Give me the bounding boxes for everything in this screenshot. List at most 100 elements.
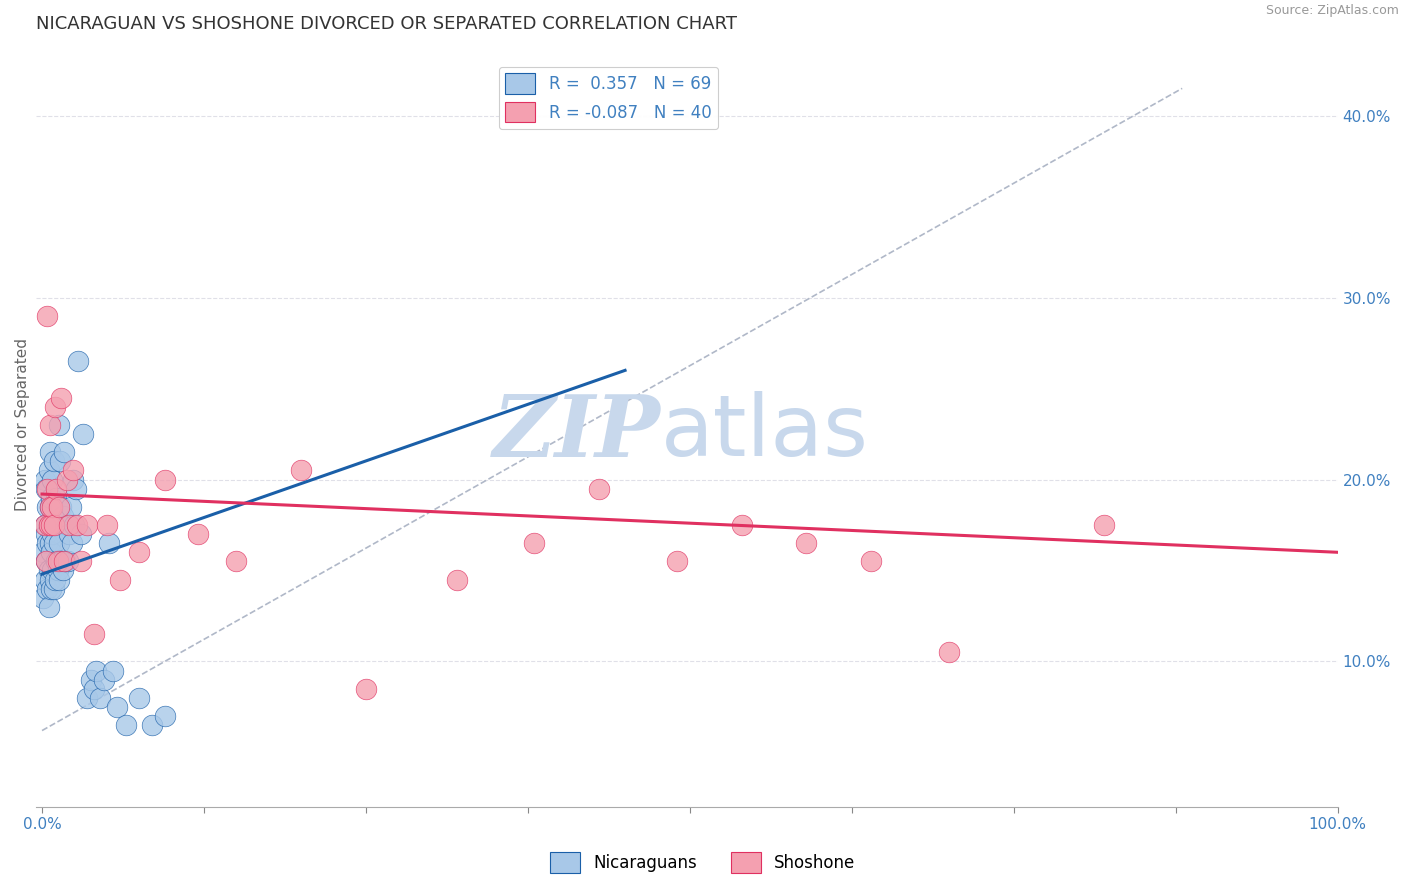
Point bbox=[38, 573, 60, 587]
Point bbox=[48, 500, 70, 514]
Point bbox=[37, 582, 59, 596]
Point bbox=[53, 554, 76, 568]
Point bbox=[48, 536, 70, 550]
Point bbox=[44, 400, 66, 414]
Point bbox=[38, 463, 60, 477]
Point bbox=[44, 518, 66, 533]
Point bbox=[860, 554, 883, 568]
Legend: R =  0.357   N = 69, R = -0.087   N = 40: R = 0.357 N = 69, R = -0.087 N = 40 bbox=[499, 67, 718, 128]
Point bbox=[51, 500, 73, 514]
Point bbox=[1094, 518, 1116, 533]
Text: NICARAGUAN VS SHOSHONE DIVORCED OR SEPARATED CORRELATION CHART: NICARAGUAN VS SHOSHONE DIVORCED OR SEPAR… bbox=[35, 15, 737, 33]
Point bbox=[42, 582, 65, 596]
Point bbox=[108, 573, 131, 587]
Point bbox=[38, 500, 60, 514]
Point bbox=[42, 518, 65, 533]
Point bbox=[796, 536, 818, 550]
Point bbox=[105, 700, 128, 714]
Text: Source: ZipAtlas.com: Source: ZipAtlas.com bbox=[1265, 4, 1399, 18]
Point bbox=[93, 673, 115, 687]
Point bbox=[354, 681, 377, 696]
Point bbox=[128, 545, 150, 559]
Point bbox=[42, 454, 65, 468]
Point bbox=[35, 554, 58, 568]
Y-axis label: Divorced or Separated: Divorced or Separated bbox=[15, 338, 30, 511]
Point bbox=[51, 391, 73, 405]
Point bbox=[523, 536, 546, 550]
Point bbox=[938, 645, 960, 659]
Point bbox=[41, 564, 63, 578]
Point bbox=[34, 518, 56, 533]
Point bbox=[51, 554, 73, 568]
Point bbox=[38, 536, 60, 550]
Point bbox=[86, 664, 108, 678]
Point bbox=[66, 518, 89, 533]
Point bbox=[115, 718, 138, 732]
Point bbox=[37, 536, 59, 550]
Point bbox=[65, 482, 87, 496]
Point bbox=[67, 354, 90, 368]
Point bbox=[41, 500, 63, 514]
Point bbox=[35, 554, 58, 568]
Point bbox=[56, 554, 79, 568]
Point bbox=[49, 454, 72, 468]
Point bbox=[186, 527, 208, 541]
Point bbox=[34, 573, 56, 587]
Point bbox=[59, 500, 82, 514]
Point bbox=[225, 554, 247, 568]
Point bbox=[37, 500, 59, 514]
Point bbox=[446, 573, 468, 587]
Point bbox=[58, 518, 80, 533]
Point bbox=[53, 554, 76, 568]
Point bbox=[41, 527, 63, 541]
Point bbox=[39, 491, 62, 505]
Point bbox=[38, 417, 60, 432]
Point bbox=[62, 463, 84, 477]
Point bbox=[38, 518, 60, 533]
Point bbox=[38, 445, 60, 459]
Point bbox=[46, 500, 69, 514]
Text: ZIP: ZIP bbox=[492, 391, 661, 475]
Point bbox=[48, 573, 70, 587]
Point bbox=[72, 427, 94, 442]
Point bbox=[39, 545, 62, 559]
Point bbox=[42, 536, 65, 550]
Point bbox=[37, 309, 59, 323]
Point bbox=[290, 463, 312, 477]
Point bbox=[63, 518, 86, 533]
Point bbox=[70, 527, 93, 541]
Point bbox=[38, 599, 60, 614]
Point bbox=[41, 473, 63, 487]
Point bbox=[80, 673, 103, 687]
Point bbox=[32, 591, 55, 605]
Point bbox=[35, 527, 58, 541]
Point bbox=[52, 508, 75, 523]
Point bbox=[37, 482, 59, 496]
Point bbox=[53, 445, 76, 459]
Point bbox=[38, 518, 60, 533]
Point bbox=[70, 554, 93, 568]
Point bbox=[39, 582, 62, 596]
Point bbox=[45, 482, 67, 496]
Point bbox=[55, 518, 77, 533]
Point bbox=[103, 664, 125, 678]
Point bbox=[98, 536, 121, 550]
Point bbox=[83, 681, 105, 696]
Legend: Nicaraguans, Shoshone: Nicaraguans, Shoshone bbox=[544, 846, 862, 880]
Point bbox=[55, 473, 77, 487]
Point bbox=[52, 564, 75, 578]
Point bbox=[83, 627, 105, 641]
Point bbox=[34, 473, 56, 487]
Point bbox=[730, 518, 752, 533]
Point bbox=[153, 473, 176, 487]
Point bbox=[153, 709, 176, 723]
Point bbox=[89, 690, 111, 705]
Point bbox=[38, 564, 60, 578]
Point bbox=[32, 545, 55, 559]
Point bbox=[34, 518, 56, 533]
Point bbox=[35, 482, 58, 496]
Point bbox=[49, 554, 72, 568]
Point bbox=[45, 554, 67, 568]
Point bbox=[58, 527, 80, 541]
Point bbox=[46, 554, 69, 568]
